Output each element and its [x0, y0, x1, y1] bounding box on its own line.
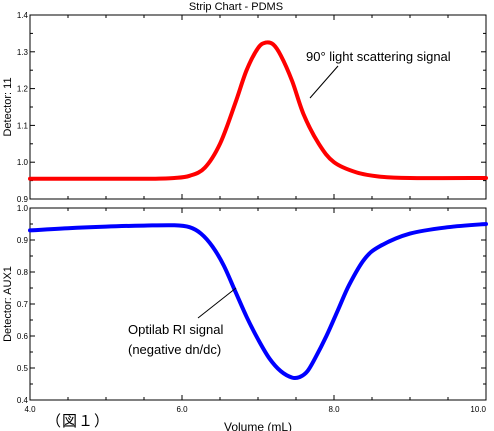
y-axis-label: Detector: 11: [2, 77, 14, 136]
x-tick-label: 6.0: [176, 405, 188, 414]
x-axis-label: Volume (mL): [224, 420, 292, 431]
ri-signal-plot: 0.4 0.5 0.6 0.7 0.8 0.9 1.0 4.0 6.0 8.0 10.0 Detect…: [2, 204, 488, 414]
plot-frame: [29, 14, 487, 200]
chart-title: Strip Chart - PDMS: [189, 1, 283, 13]
y-tick-label: 0.4: [17, 396, 29, 405]
annotation-dndc: (negative dn/dc): [128, 342, 221, 357]
x-tick-label: 8.0: [328, 405, 340, 414]
y-axis-label: Detector: AUX1: [2, 266, 14, 342]
y-tick-label: 1.2: [17, 85, 29, 94]
annotation-leader: [309, 65, 339, 99]
y-tick-label: 1.1: [17, 121, 29, 130]
y-tick-label: 0.5: [17, 364, 29, 373]
light-scattering-plot: 0.9 1.0 1.1 1.2 1.3 1.4 Detector: 11 90° light …: [2, 11, 488, 204]
y-tick-label: 0.9: [17, 236, 29, 245]
y-tick-label: 1.4: [17, 11, 29, 20]
y-tick-label: 0.7: [17, 300, 29, 309]
series-line: [28, 40, 488, 181]
x-tick-label: 10.0: [470, 405, 486, 414]
y-tick-label: 1.3: [17, 48, 29, 57]
x-tick-label: 4.0: [24, 405, 36, 414]
y-tick-label: 1.0: [17, 204, 29, 213]
y-tick-label: 0.6: [17, 332, 29, 341]
y-tick-label: 0.8: [17, 268, 29, 277]
series-line: [28, 222, 488, 381]
y-tick-label: 0.9: [17, 195, 29, 204]
annotation-light-scattering: 90° light scattering signal: [306, 49, 451, 64]
annotation-leader: [197, 287, 237, 319]
figure-label: （図１）: [46, 412, 111, 430]
plot-frame: [29, 207, 487, 401]
y-tick-label: 1.0: [17, 158, 29, 167]
annotation-ri-signal: Optilab RI signal: [128, 322, 223, 337]
